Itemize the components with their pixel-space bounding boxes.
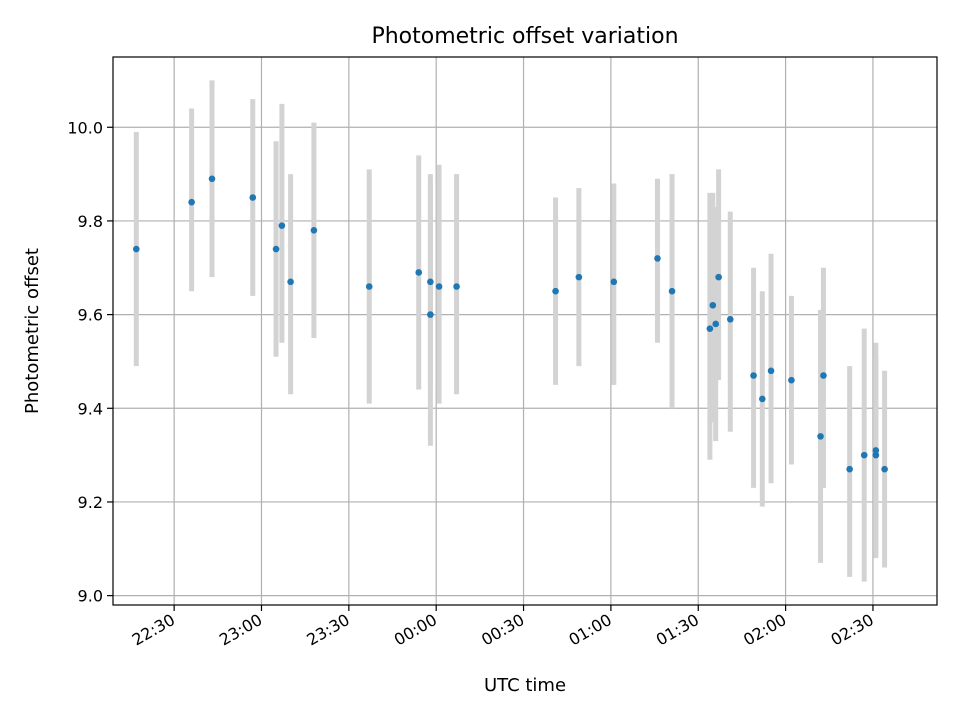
x-tick-label: 00:00	[391, 610, 440, 650]
data-point	[709, 301, 717, 309]
y-tick-label: 9.0	[78, 587, 103, 606]
data-point	[208, 175, 216, 183]
data-point	[668, 287, 676, 295]
x-tick-label: 02:30	[828, 610, 877, 650]
data-point	[872, 447, 880, 454]
data-point	[846, 465, 853, 473]
data-point	[872, 451, 880, 459]
data-point	[610, 278, 618, 286]
x-tick-label: 23:00	[216, 610, 265, 650]
data-point	[453, 283, 460, 290]
data-point	[188, 198, 195, 206]
data-point	[759, 395, 766, 403]
data-point	[750, 372, 757, 379]
x-tick-label: 00:30	[478, 610, 527, 650]
plot-frame	[112, 56, 938, 606]
data-point	[272, 245, 280, 253]
data-point	[860, 451, 868, 459]
data-point-layer	[132, 175, 888, 473]
x-axis-label: UTC time	[484, 675, 566, 696]
y-tick-label: 9.4	[78, 399, 103, 418]
data-point	[715, 273, 722, 281]
chart-title: Photometric offset variation	[371, 24, 678, 49]
data-point	[552, 287, 559, 295]
data-point	[278, 222, 286, 229]
data-point	[654, 255, 661, 262]
x-tick-label: 23:30	[303, 610, 352, 650]
data-point	[712, 320, 720, 328]
data-point	[415, 269, 423, 276]
data-point	[726, 315, 734, 323]
y-tick-label: 9.8	[78, 212, 103, 231]
data-point	[817, 433, 824, 440]
data-point	[575, 273, 583, 281]
data-point	[427, 311, 434, 318]
x-tick-label: 22:30	[129, 610, 178, 650]
grid-layer	[113, 57, 937, 605]
data-point	[132, 245, 140, 253]
y-tick-label: 10.0	[67, 118, 103, 137]
data-point	[767, 367, 775, 375]
data-point	[820, 372, 827, 379]
data-point	[881, 465, 888, 473]
data-point	[706, 325, 714, 332]
x-tick-label: 01:00	[565, 610, 614, 650]
data-point	[249, 194, 257, 201]
data-point	[287, 278, 294, 286]
data-point	[788, 376, 795, 384]
data-point	[427, 278, 434, 286]
x-tick-label: 01:30	[653, 610, 702, 650]
data-point	[435, 283, 443, 290]
x-tick-label: 02:00	[740, 610, 789, 650]
y-tick-label: 9.6	[78, 306, 103, 325]
y-tick-label: 9.2	[78, 493, 103, 512]
y-axis-label: Photometric offset	[22, 248, 43, 414]
data-point	[365, 283, 373, 290]
data-point	[310, 226, 318, 234]
error-bar-layer	[133, 80, 888, 582]
